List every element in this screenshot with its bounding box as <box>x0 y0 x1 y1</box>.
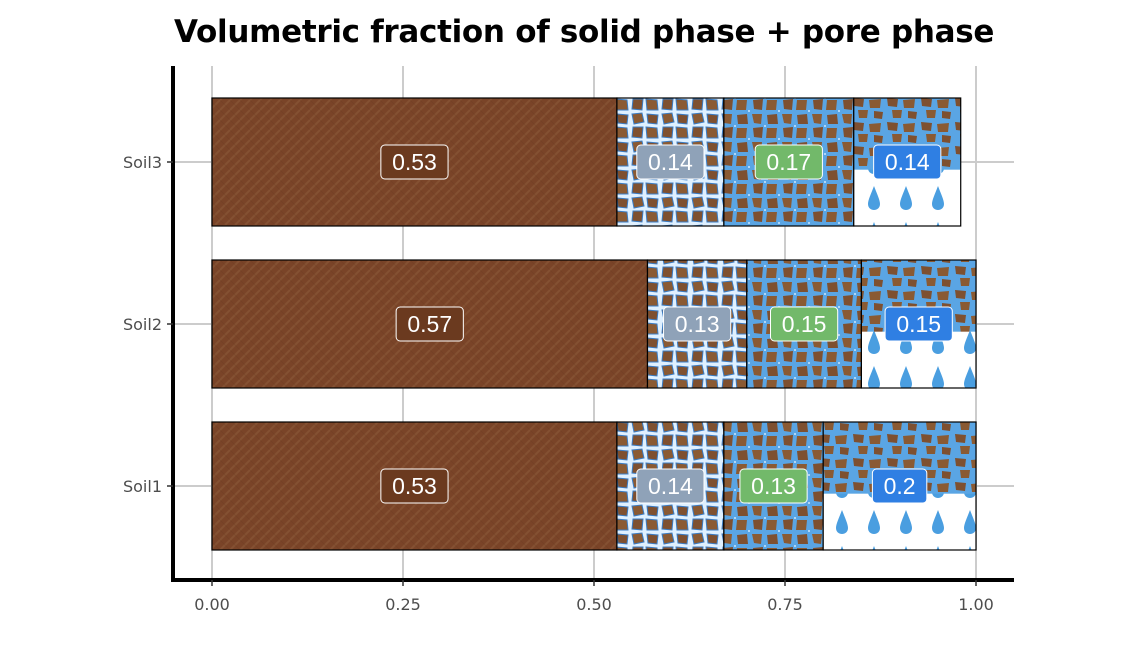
x-tick-label: 0.25 <box>385 595 421 614</box>
segment-value-text: 0.15 <box>896 311 941 337</box>
segment-value-label: 0.13 <box>739 468 808 504</box>
y-axis-ticks: Soil1 Soil2 Soil3 <box>123 153 173 496</box>
segment-value-label: 0.17 <box>754 144 823 180</box>
segment-value-text: 0.14 <box>648 473 693 499</box>
segment-value-label: 0.15 <box>770 306 839 342</box>
segment-value-label: 0.53 <box>380 144 449 180</box>
segment-value-label: 0.13 <box>663 306 732 342</box>
segment-value-text: 0.53 <box>392 473 437 499</box>
x-tick-label: 0.75 <box>767 595 803 614</box>
segment-value-label: 0.53 <box>380 468 449 504</box>
segment-value-text: 0.53 <box>392 149 437 175</box>
segment-value-label: 0.14 <box>636 144 705 180</box>
segment-value-text: 0.13 <box>751 473 796 499</box>
segment-value-label: 0.14 <box>636 468 705 504</box>
segment-value-label: 0.57 <box>395 306 464 342</box>
x-axis-ticks: 0.00 0.25 0.50 0.75 1.00 <box>194 580 994 614</box>
bar-group <box>211 97 977 551</box>
segment-value-label: 0.2 <box>871 468 928 504</box>
segment-value-label: 0.15 <box>884 306 953 342</box>
segment-label-group: 0.53 0.14 0.13 0.2 0.57 0.13 0.15 0.15 0.53 0.14 0… <box>380 144 953 504</box>
segment-value-text: 0.17 <box>766 149 811 175</box>
segment-value-label: 0.14 <box>873 144 942 180</box>
x-tick-label: 0.00 <box>194 595 230 614</box>
segment-value-text: 0.13 <box>675 311 720 337</box>
y-tick-label: Soil1 <box>123 477 162 496</box>
segment-value-text: 0.14 <box>648 149 693 175</box>
chart-title: Volumetric fraction of solid phase + por… <box>174 14 995 50</box>
x-tick-label: 0.50 <box>576 595 612 614</box>
segment-value-text: 0.57 <box>407 311 452 337</box>
x-tick-label: 1.00 <box>958 595 994 614</box>
segment-value-text: 0.14 <box>885 149 930 175</box>
y-tick-label: Soil2 <box>123 315 162 334</box>
segment-value-text: 0.15 <box>782 311 827 337</box>
segment-value-text: 0.2 <box>884 473 916 499</box>
y-tick-label: Soil3 <box>123 153 162 172</box>
